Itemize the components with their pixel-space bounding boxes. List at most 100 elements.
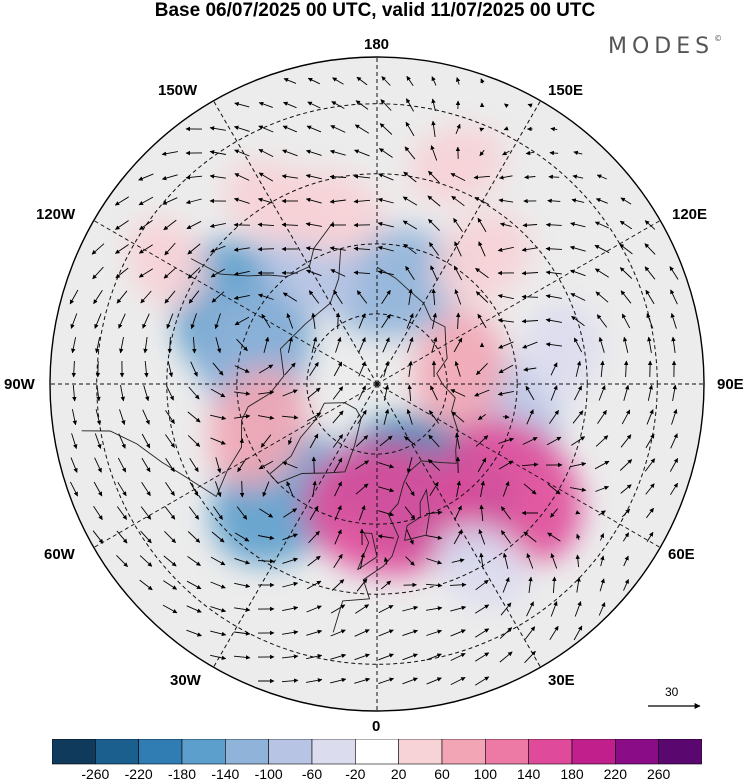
wind-arrow: [547, 483, 561, 495]
wind-arrow: [570, 487, 587, 492]
wind-arrow: [453, 265, 463, 281]
wind-arrow: [257, 293, 274, 300]
wind-arrow: [383, 384, 390, 401]
wind-arrow: [645, 433, 655, 449]
wind-arrow: [306, 678, 323, 683]
wind-arrow: [377, 197, 394, 204]
wind-arrow: [545, 342, 562, 347]
wind-arrow: [474, 389, 490, 397]
wind-arrow: [332, 410, 344, 424]
colorbar-swatch: [181, 739, 226, 765]
wind-arrow: [185, 175, 203, 180]
wind-arrow: [167, 336, 173, 354]
colorbar-swatch: [268, 739, 313, 765]
wind-arrow: [525, 150, 534, 156]
anomaly-blob: [408, 125, 505, 204]
wind-arrow: [598, 602, 606, 616]
wind-arrow: [210, 245, 226, 253]
wind-arrow: [164, 530, 176, 544]
wind-arrow: [305, 149, 322, 156]
wind-arrow: [287, 437, 293, 446]
wind-arrow: [355, 483, 369, 495]
wind-arrow: [239, 480, 245, 498]
wind-arrow: [116, 554, 128, 568]
wind-arrow: [186, 220, 202, 230]
wind-arrow: [210, 388, 226, 398]
wind-arrow: [455, 77, 461, 85]
wind-arrow: [429, 481, 439, 497]
wind-arrow: [71, 433, 78, 450]
wind-arrow: [71, 409, 77, 426]
wind-arrow: [187, 531, 201, 543]
polar-map: [49, 56, 705, 712]
wind-arrow: [212, 362, 224, 376]
wind-arrow: [623, 384, 630, 401]
wind-arrow: [358, 361, 366, 377]
wind-arrow: [478, 241, 486, 257]
wind-arrow: [622, 336, 629, 353]
wind-arrow: [476, 362, 488, 376]
wind-arrow: [214, 481, 222, 498]
wind-arrow: [281, 174, 298, 179]
wind-arrow: [550, 601, 558, 617]
wind-arrow: [523, 483, 537, 495]
wind-arrow: [161, 151, 178, 156]
wind-arrow: [119, 337, 124, 354]
wind-arrow: [309, 433, 319, 449]
brand-text: MODES: [608, 34, 715, 59]
colorbar-tick-label: -180: [167, 766, 197, 782]
wind-arrow: [550, 126, 558, 132]
wind-arrow: [71, 360, 77, 378]
wind-arrow: [497, 246, 514, 253]
wind-arrow: [406, 457, 413, 474]
wind-arrow: [571, 436, 586, 446]
wind-arrow: [570, 293, 586, 301]
colorbar-swatch: [485, 739, 529, 765]
map-title: Base 06/07/2025 00 UTC, valid 11/07/2025…: [154, 0, 596, 21]
anomaly-blob: [324, 227, 466, 338]
wind-arrow: [187, 556, 201, 566]
wind-arrow: [163, 219, 177, 231]
wind-arrow: [210, 654, 227, 661]
wind-arrow: [600, 360, 605, 378]
wind-arrow: [330, 125, 346, 133]
wind-arrow: [473, 175, 491, 180]
wind-arrow: [619, 220, 633, 230]
colorbar-tick-label: 220: [603, 766, 628, 782]
wind-arrow: [570, 461, 587, 468]
wind-arrow: [526, 553, 534, 569]
wind-arrow: [210, 414, 227, 421]
wind-arrow: [165, 410, 175, 424]
wind-arrow: [430, 145, 438, 161]
wind-arrow: [646, 409, 654, 425]
wind-arrow: [188, 290, 200, 304]
wind-arrow: [115, 244, 129, 254]
wind-arrow: [456, 480, 461, 497]
wind-arrow: [307, 101, 321, 109]
wind-arrow: [209, 222, 226, 228]
wind-arrow: [594, 221, 609, 229]
wind-arrow: [332, 386, 344, 400]
wind-arrow: [377, 221, 394, 228]
colorbar-swatch: [398, 739, 443, 765]
wind-arrow: [306, 580, 322, 590]
wind-arrow: [646, 507, 654, 519]
colorbar-swatch: [441, 739, 486, 765]
wind-arrow: [234, 607, 251, 612]
wind-arrow: [521, 294, 539, 300]
meridian-line: [376, 100, 541, 385]
wind-arrow: [119, 409, 126, 426]
wind-arrow: [353, 246, 371, 251]
wind-arrow: [594, 460, 610, 470]
wind-arrow: [502, 481, 510, 497]
wind-arrow: [141, 457, 151, 473]
wind-arrow: [569, 245, 586, 252]
wind-arrow: [379, 123, 393, 135]
wind-arrow: [257, 558, 275, 564]
wind-arrow: [474, 604, 490, 614]
anomaly-blob: [521, 301, 601, 402]
wind-arrow: [378, 486, 395, 493]
wind-arrow: [257, 222, 275, 227]
colorbar-swatch: [355, 739, 399, 765]
wind-arrow: [115, 220, 129, 230]
